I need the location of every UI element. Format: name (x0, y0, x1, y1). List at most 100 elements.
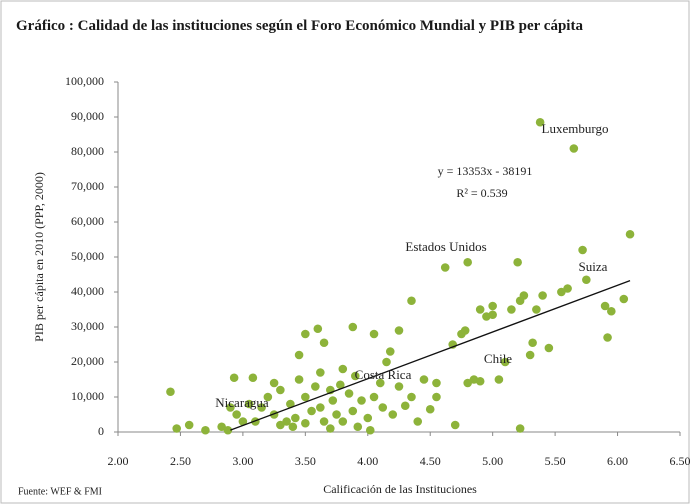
point (625, 229, 635, 239)
point (301, 329, 310, 339)
point (316, 403, 325, 412)
point (569, 144, 579, 153)
annotation: Suiza (579, 259, 608, 274)
point (375, 378, 385, 388)
point (288, 422, 298, 432)
point (413, 417, 423, 426)
point (513, 257, 522, 267)
point (369, 392, 379, 402)
point (291, 413, 300, 423)
x-axis-label: Calificación de las Instituciones (323, 482, 477, 496)
point (519, 291, 529, 300)
point (348, 406, 358, 416)
point (407, 296, 416, 306)
point (294, 375, 304, 384)
annotation: Estados Unidos (405, 239, 486, 254)
point (488, 301, 497, 311)
chart-title: Gráfico : Calidad de las instituciones s… (16, 18, 583, 34)
point (336, 380, 345, 390)
point (394, 326, 404, 335)
point (238, 417, 248, 426)
point (319, 338, 329, 348)
x-tick-label: 5.50 (545, 454, 566, 468)
point (232, 410, 241, 419)
source: Fuente: WEF & FMI (18, 486, 102, 497)
point (311, 382, 320, 391)
x-tick-label: 4.50 (420, 454, 441, 468)
point (578, 245, 587, 255)
point (313, 324, 323, 334)
trend-r2: R² = 0.539 (456, 186, 507, 200)
point (338, 417, 348, 426)
point (363, 413, 373, 423)
y-tick-label: 10,000 (71, 389, 104, 403)
point (369, 329, 379, 339)
x-tick-label: 4.00 (357, 454, 378, 468)
point (244, 399, 254, 409)
point (172, 424, 181, 433)
y-tick-label: 40,000 (71, 284, 104, 298)
point (563, 284, 572, 293)
point (353, 422, 363, 432)
point (394, 382, 404, 391)
point (184, 420, 194, 430)
annotation: Nicaragua (215, 395, 269, 410)
point (326, 424, 335, 433)
point (432, 378, 441, 388)
point (600, 301, 610, 311)
point (388, 410, 398, 419)
point (535, 117, 545, 127)
point (419, 375, 429, 384)
point (350, 371, 360, 381)
y-tick-label: 50,000 (71, 249, 104, 263)
y-tick-label: 0 (98, 424, 104, 438)
point (557, 287, 566, 297)
y-tick-label: 70,000 (71, 179, 104, 193)
point (544, 343, 554, 353)
point (440, 263, 450, 272)
point (276, 420, 285, 430)
point (276, 385, 285, 395)
y-tick-label: 80,000 (71, 144, 104, 158)
point (378, 403, 388, 412)
point (226, 403, 235, 412)
y-axis-label: PIB per cápita en 2010 (PPP, 2000) (32, 172, 46, 342)
y-tick-label: 30,000 (71, 319, 104, 333)
x-tick-label: 2.50 (170, 454, 191, 468)
point (257, 403, 266, 412)
point (382, 357, 391, 367)
point (582, 275, 591, 285)
x-tick-label: 6.00 (607, 454, 628, 468)
point (525, 350, 535, 360)
point (282, 417, 291, 426)
point (532, 305, 541, 314)
point (507, 305, 516, 314)
y-tick-label: 20,000 (71, 354, 104, 368)
point (463, 257, 472, 267)
point (400, 401, 410, 411)
point (223, 425, 233, 435)
point (319, 417, 329, 426)
point (217, 422, 226, 432)
trend-equation: y = 13353x - 38191 (438, 164, 533, 178)
x-tick-label: 3.50 (295, 454, 316, 468)
x-tick-label: 5.00 (482, 454, 503, 468)
point (475, 305, 485, 314)
point (301, 392, 310, 402)
point (316, 368, 325, 377)
point (432, 392, 441, 402)
point (269, 378, 279, 388)
x-tick-label: 2.00 (108, 454, 129, 468)
point (286, 399, 295, 409)
point (619, 294, 629, 304)
point (528, 338, 537, 348)
point (301, 418, 310, 428)
point (607, 306, 616, 316)
point (328, 396, 338, 405)
point (488, 310, 497, 320)
trendline (230, 279, 631, 431)
y-tick-label: 100,000 (65, 74, 104, 88)
annotation: Luxemburgo (542, 121, 609, 136)
